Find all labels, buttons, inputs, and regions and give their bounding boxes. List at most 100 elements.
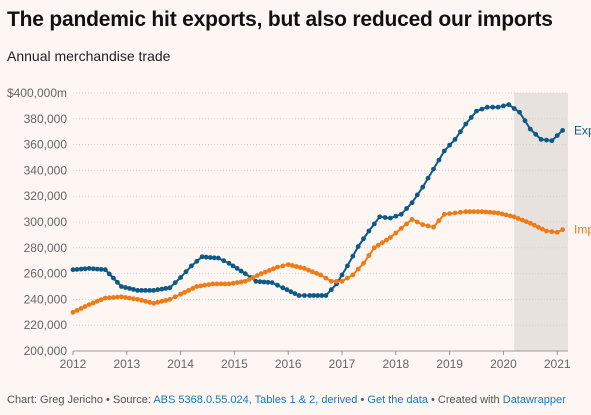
data-point-exports [199,254,205,260]
data-point-imports [202,282,208,288]
get-the-data-link[interactable]: Get the data [367,394,428,406]
data-point-exports [211,255,217,261]
footer-source-link[interactable]: ABS 5368.0.55.024, Tables 1 & 2, derived [153,394,358,406]
data-point-imports [139,298,145,303]
data-point-imports [293,264,299,269]
footer-separator: • [360,394,368,406]
data-point-imports [82,304,88,309]
data-point-imports [384,237,389,243]
data-point-exports [307,293,313,298]
data-point-exports [436,157,442,163]
data-point-exports [131,287,136,292]
series-labels: Exports Imports [574,123,591,236]
data-point-imports [475,209,481,215]
data-point-exports [172,280,178,285]
x-tick-label: 2018 [382,357,409,371]
data-point-imports [452,210,458,216]
footer-credit: Chart: Greg Jericho [7,394,103,406]
data-point-imports [190,286,196,291]
series-imports [70,209,565,315]
y-axis-ticks: $400,000m 380,000 360,000 340,000 320,000 300… [7,86,67,358]
data-point-exports [261,279,267,285]
data-point-imports [355,266,361,272]
y-tick-label: 220,000 [24,318,68,332]
data-point-imports [115,294,120,300]
data-point-imports [458,209,463,215]
data-point-imports [515,216,521,221]
data-point-imports [302,266,307,271]
data-point-imports [90,300,96,306]
data-point-imports [350,272,356,278]
data-point-exports [474,108,479,114]
x-tick-label: 2015 [221,357,248,371]
data-point-imports [436,218,442,224]
data-point-exports [292,291,298,296]
data-point-imports [267,268,272,273]
data-point-imports [540,226,545,232]
data-point-imports [447,211,452,217]
data-point-imports [74,308,80,313]
x-tick-label: 2013 [113,357,140,371]
data-point-imports [285,262,291,267]
data-point-imports [254,273,260,278]
data-point-imports [532,222,537,228]
data-point-imports [226,281,232,287]
data-point-exports [115,279,120,285]
data-point-exports [163,286,169,291]
data-point-imports [151,300,157,306]
x-tick-label: 2014 [167,357,194,371]
data-point-exports [495,104,501,110]
data-point-imports [155,299,161,305]
data-point-exports [123,285,128,290]
data-point-exports [98,267,104,272]
datawrapper-link[interactable]: Datawrapper [502,394,566,406]
data-point-imports [186,288,192,293]
data-point-imports [431,224,436,230]
data-point-exports [441,148,447,154]
data-point-imports [519,217,525,223]
data-point-exports [155,287,161,293]
data-point-imports [507,213,513,219]
data-point-exports [490,104,496,110]
data-point-imports [499,211,505,217]
data-point-exports [207,255,213,260]
data-point-exports [311,293,317,298]
data-point-imports [163,298,169,303]
series-label-imports: Imports [574,223,591,237]
data-point-imports [306,267,311,273]
y-tick-label: 240,000 [24,292,68,306]
data-point-imports [78,306,84,311]
data-point-exports [549,138,555,144]
x-tick-label: 2017 [329,357,356,371]
x-axis-ticks: 2012 2013 2014 2015 2016 2017 2018 2019 2020 2021 [60,351,571,371]
data-point-exports [328,287,334,293]
data-point-imports [127,295,132,301]
series-exports [70,102,565,298]
data-point-exports [280,285,286,291]
data-point-imports [328,278,334,284]
data-point-imports [238,279,244,285]
data-point-exports [242,271,248,276]
footer-source-prefix: Source: [112,394,151,406]
data-point-imports [94,298,100,304]
data-point-imports [111,295,116,300]
data-point-exports [203,254,209,260]
data-point-exports [159,286,165,292]
data-point-imports [380,240,385,246]
data-point-exports [151,288,157,293]
data-point-imports [318,272,323,278]
data-point-exports [484,104,490,110]
data-point-exports [265,279,271,285]
data-point-imports [471,209,477,215]
x-tick-label: 2021 [544,357,571,371]
data-point-imports [388,235,393,240]
data-point-imports [172,294,178,300]
data-point-exports [323,293,329,298]
data-point-exports [452,137,458,142]
data-point-exports [167,285,173,291]
data-point-exports [302,293,307,298]
data-point-exports [139,288,145,293]
data-point-exports [506,102,512,107]
data-point-exports [355,244,361,249]
data-point-exports [517,109,522,115]
